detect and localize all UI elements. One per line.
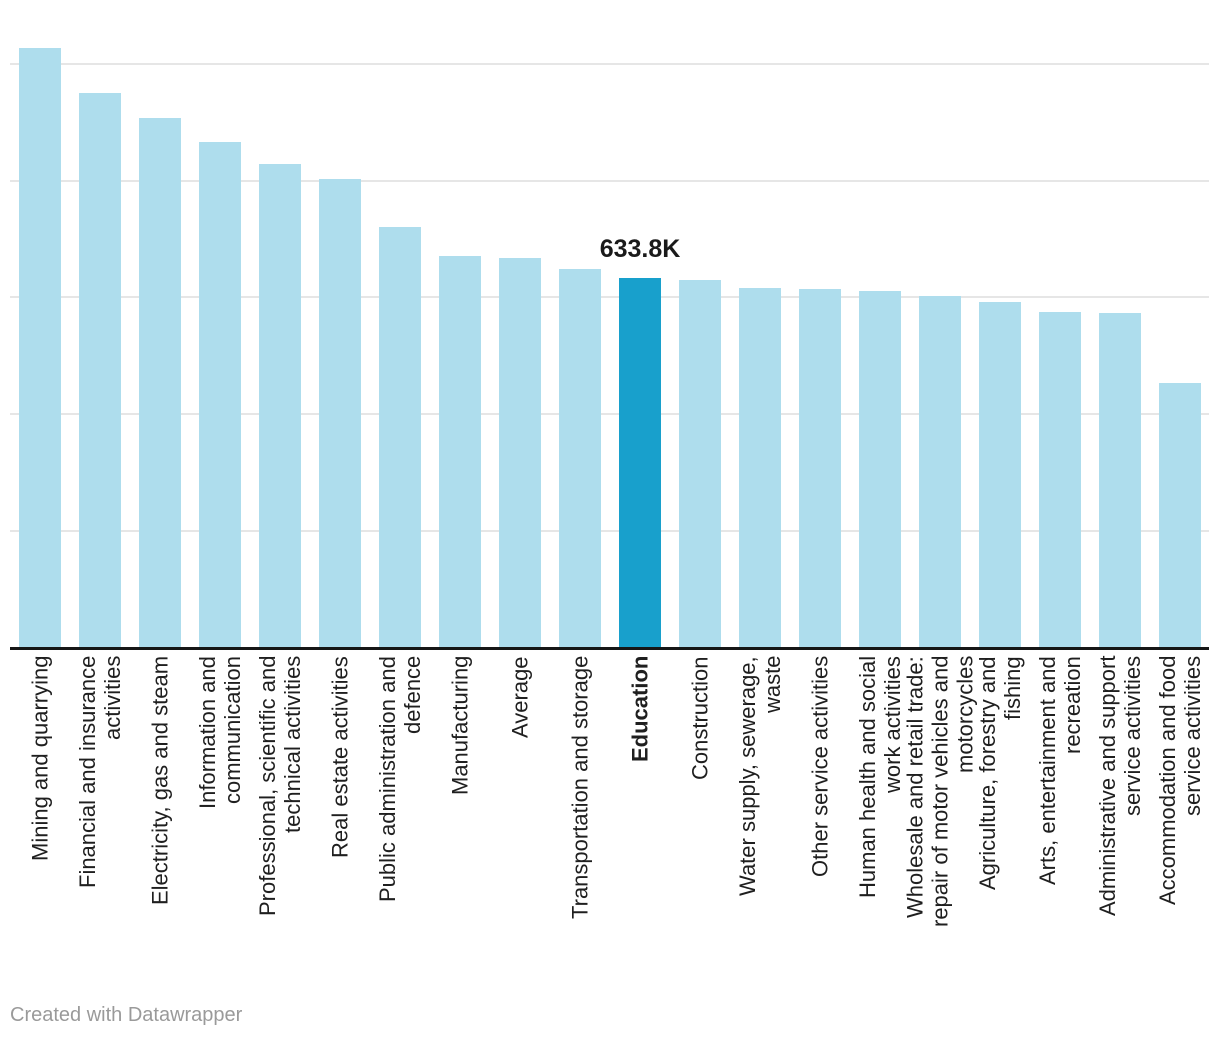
gridline xyxy=(10,413,1209,416)
x-axis-label-line: communication xyxy=(220,656,245,804)
bar-water-supply-sewerage-waste[interactable] xyxy=(739,287,781,648)
x-axis-label-line: recreation xyxy=(1060,656,1085,754)
x-axis-label-line: Public administration and xyxy=(375,656,400,902)
x-axis-label-line: work activities xyxy=(880,656,905,793)
x-axis-label-line: Wholesale and retail trade: xyxy=(902,656,928,918)
x-axis-label-text: Financial and insurance activities xyxy=(75,656,125,1000)
bar-financial-and-insurance-activities[interactable] xyxy=(79,93,121,648)
bar-electricity-gas-and-steam[interactable] xyxy=(139,118,181,648)
x-axis-label-text: Construction xyxy=(688,656,713,1000)
x-axis-label-text: Arts, entertainment and recreation xyxy=(1035,656,1085,1000)
x-axis-label-line: Water supply, sewerage, xyxy=(735,656,760,896)
bar-manufacturing[interactable] xyxy=(439,255,481,648)
x-axis-label-text: Transportation and storage xyxy=(568,656,593,1000)
bar-agriculture-forestry-and-fishing[interactable] xyxy=(979,302,1021,648)
x-axis-label-line: motorcycles xyxy=(952,656,978,774)
x-axis-label-line: repair of motor vehicles and xyxy=(927,656,953,928)
datawrapper-credit-link[interactable]: Created with Datawrapper xyxy=(10,1004,243,1026)
x-axis-line xyxy=(10,647,1209,650)
plot-area: 633.8K xyxy=(10,47,1209,650)
x-axis-label-line: Other service activities xyxy=(807,656,833,878)
x-axis-label-text: Agriculture, forestry and fishing xyxy=(975,656,1025,1000)
bar-real-estate-activities[interactable] xyxy=(319,179,361,648)
x-axis-label-line: Manufacturing xyxy=(447,656,473,796)
x-axis-label-text: Other service activities xyxy=(808,656,833,1000)
bar-average[interactable] xyxy=(499,257,541,648)
x-axis-label-line: Administrative and support xyxy=(1095,656,1120,917)
bar-administrative-and-support-service-activities[interactable] xyxy=(1099,313,1141,648)
x-axis-label-line: Transportation and storage xyxy=(567,656,593,920)
x-axis-label-text: Professional, scientific and technical ac… xyxy=(255,656,305,1000)
gridline xyxy=(10,296,1209,299)
x-axis-label-text: Information and communication xyxy=(195,656,245,1000)
bar-arts-entertainment-and-recreation[interactable] xyxy=(1039,312,1081,648)
gridline xyxy=(10,179,1209,182)
x-axis-label-text: Wholesale and retail trade: repair of mot… xyxy=(903,656,978,1000)
x-axis-label-line: Arts, entertainment and xyxy=(1035,656,1060,885)
bar-construction[interactable] xyxy=(679,279,721,648)
bar-other-service-activities[interactable] xyxy=(799,289,841,648)
x-axis-label-text: Real estate activities xyxy=(328,656,353,1000)
x-axis-label-line: Information and xyxy=(195,656,220,809)
x-axis-label-text: Mining and quarrying xyxy=(28,656,53,1000)
x-axis-label-text: Education xyxy=(628,656,653,1000)
x-axis-label-line: Accommodation and food xyxy=(1155,656,1180,906)
x-axis-label-line: Electricity, gas and steam xyxy=(147,656,173,906)
x-axis-label-line: Real estate activities xyxy=(327,656,353,858)
x-axis-label-line: fishing xyxy=(1000,656,1025,720)
bar-education[interactable] xyxy=(619,277,661,648)
x-axis-labels: Mining and quarrying Financial and insura… xyxy=(0,656,1220,1006)
gridline xyxy=(10,62,1209,65)
x-axis-label-line: waste xyxy=(760,656,785,714)
bar-public-administration-and-defence[interactable] xyxy=(379,226,421,648)
x-axis-label-line: Agriculture, forestry and xyxy=(975,656,1000,890)
x-axis-label-line: activities xyxy=(100,656,125,741)
x-axis-label-text: Water supply, sewerage, waste xyxy=(735,656,785,1000)
x-axis-label-line: Average xyxy=(507,656,533,738)
bar-information-and-communication[interactable] xyxy=(199,141,241,648)
x-axis-label-text: Manufacturing xyxy=(448,656,473,1000)
x-axis-label-line: service activities xyxy=(1180,656,1205,817)
x-axis-label-line: service activities xyxy=(1120,656,1145,817)
x-axis-label-line: Financial and insurance xyxy=(75,656,100,889)
bar-professional-scientific-and-technical-activities[interactable] xyxy=(259,164,301,648)
x-axis-label-text: Human health and social work activities xyxy=(855,656,905,1000)
bar-transportation-and-storage[interactable] xyxy=(559,268,601,648)
gridline xyxy=(10,530,1209,533)
x-axis-label-line: defence xyxy=(400,656,425,735)
bar-mining-and-quarrying[interactable] xyxy=(19,47,61,648)
x-axis-label-text: Average xyxy=(508,656,533,1000)
x-axis-label-line: technical activities xyxy=(280,656,305,834)
highlight-value-label: 633.8K xyxy=(599,234,681,263)
bar-accommodation-and-food-service-activities[interactable] xyxy=(1159,383,1201,648)
x-axis-label-line: Education xyxy=(627,656,653,763)
x-axis-label-text: Administrative and support service activi… xyxy=(1095,656,1145,1000)
x-axis-label-text: Public administration and defence xyxy=(375,656,425,1000)
x-axis-label-line: Mining and quarrying xyxy=(27,656,53,862)
x-axis-label-line: Construction xyxy=(687,656,713,780)
x-axis-label-line: Professional, scientific and xyxy=(255,656,280,917)
x-axis-label-text: Electricity, gas and steam xyxy=(148,656,173,1000)
bar-wholesale-and-retail-trade-repair-of-motor-vehicles-and-motorcycles[interactable] xyxy=(919,295,961,648)
bar-human-health-and-social-work-activities[interactable] xyxy=(859,291,901,648)
x-axis-label-text: Accommodation and food service activities xyxy=(1155,656,1205,1000)
x-axis-label-line: Human health and social xyxy=(855,656,880,899)
